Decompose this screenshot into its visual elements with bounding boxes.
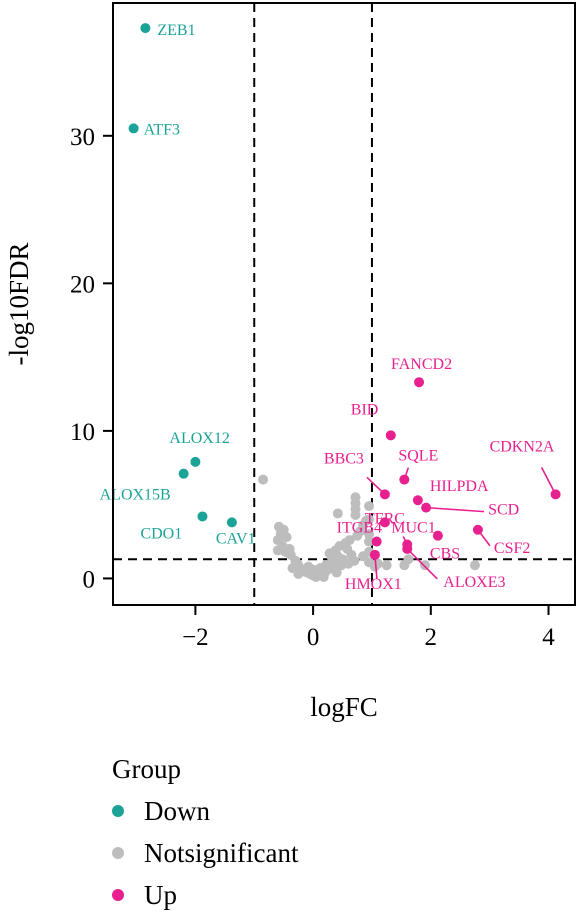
y-axis-title: -log10FDR bbox=[4, 242, 34, 365]
point-notsignificant bbox=[281, 532, 292, 543]
point-down-cdo1 bbox=[197, 511, 208, 522]
point-notsignificant bbox=[332, 508, 343, 519]
point-notsignificant bbox=[381, 560, 392, 571]
point-up-itgb4 bbox=[371, 536, 382, 547]
point-down-alox15b bbox=[178, 468, 189, 479]
y-tick-label: 0 bbox=[83, 566, 96, 593]
point-label-zeb1: ZEB1 bbox=[157, 22, 195, 39]
legend-swatch-down bbox=[112, 805, 124, 817]
point-notsignificant bbox=[303, 561, 314, 572]
legend: Group Down Notsignificant Up bbox=[112, 752, 298, 916]
point-label-tfrc: TFRC bbox=[365, 510, 405, 527]
leader-line-cdkn2a bbox=[540, 466, 557, 495]
leader-line-sqle bbox=[403, 467, 410, 480]
data-points bbox=[128, 23, 561, 582]
point-notsignificant bbox=[272, 545, 283, 556]
point-notsignificant bbox=[321, 560, 332, 571]
point-label-itgb4: ITGB4 bbox=[337, 520, 382, 537]
point-notsignificant bbox=[403, 554, 414, 565]
point-label-aloxe3: ALOXE3 bbox=[443, 574, 505, 591]
point-labels: ZEB1 ATF3 ALOX12 ALOX15B CDO1 CAV1 FANCD2 BID CD… bbox=[100, 22, 557, 593]
point-notsignificant bbox=[419, 560, 430, 571]
point-notsignificant bbox=[318, 571, 329, 582]
x-tick-label: −2 bbox=[182, 624, 209, 651]
x-tick-label: 4 bbox=[542, 624, 555, 651]
legend-title: Group bbox=[112, 754, 181, 784]
point-notsignificant bbox=[331, 567, 342, 578]
point-up-hilpda bbox=[412, 495, 423, 506]
point-label-muc1: MUC1 bbox=[391, 520, 435, 537]
point-notsignificant bbox=[258, 474, 269, 485]
point-label-bbc3: BBC3 bbox=[324, 450, 364, 467]
point-down-atf3 bbox=[128, 123, 139, 134]
leader-line-bbc3 bbox=[366, 476, 386, 495]
volcano-plot: ZEB1 ATF3 ALOX12 ALOX15B CDO1 CAV1 FANCD2 BID CD… bbox=[4, 2, 576, 722]
point-notsignificant bbox=[469, 560, 480, 571]
point-notsignificant bbox=[364, 529, 375, 540]
point-label-hilpda: HILPDA bbox=[430, 478, 489, 495]
point-up-bid bbox=[385, 430, 396, 441]
leader-line-aloxe3 bbox=[406, 548, 438, 580]
legend-label-down: Down bbox=[144, 795, 210, 826]
point-notsignificant bbox=[332, 551, 343, 562]
point-label-atf3: ATF3 bbox=[144, 121, 180, 138]
x-axis-title: logFC bbox=[310, 692, 378, 722]
legend-label-up: Up bbox=[144, 879, 177, 910]
point-notsignificant bbox=[343, 558, 354, 569]
legend-item-down: Down bbox=[112, 790, 298, 832]
y-tick-label: 10 bbox=[70, 419, 95, 446]
point-up-fancd2 bbox=[414, 377, 425, 388]
point-label-alox15b: ALOX15B bbox=[100, 487, 171, 504]
point-notsignificant bbox=[344, 535, 355, 546]
x-tick-label: 2 bbox=[425, 624, 438, 651]
point-up-cbs bbox=[432, 530, 443, 541]
y-tick-label: 20 bbox=[70, 271, 95, 298]
point-label-cdkn2a: CDKN2A bbox=[490, 438, 555, 455]
point-down-alox12 bbox=[190, 456, 201, 467]
point-down-cav1 bbox=[226, 517, 237, 528]
point-label-cbs: CBS bbox=[430, 546, 460, 563]
point-down-zeb1 bbox=[140, 23, 151, 34]
legend-swatch-up bbox=[112, 889, 124, 901]
legend-item-up: Up bbox=[112, 874, 298, 916]
point-notsignificant bbox=[350, 509, 361, 520]
point-notsignificant bbox=[364, 501, 375, 512]
axis-ticks: −2 0 2 4 0 10 20 30 bbox=[70, 124, 555, 651]
point-notsignificant bbox=[358, 551, 369, 562]
legend-swatch-notsignificant bbox=[112, 847, 124, 859]
leader-line-muc1 bbox=[402, 536, 408, 545]
x-tick-label: 0 bbox=[307, 624, 320, 651]
point-label-scd: SCD bbox=[488, 502, 519, 519]
leader-line-scd bbox=[426, 506, 485, 513]
y-tick-label: 30 bbox=[70, 124, 95, 151]
point-label-fancd2: FANCD2 bbox=[391, 356, 452, 373]
point-notsignificant bbox=[364, 536, 375, 547]
point-label-bid: BID bbox=[351, 401, 379, 418]
point-label-sqle: SQLE bbox=[398, 448, 438, 465]
plot-frame bbox=[112, 2, 576, 606]
point-notsignificant bbox=[364, 514, 375, 525]
point-label-csf2: CSF2 bbox=[494, 540, 530, 557]
point-notsignificant bbox=[372, 558, 383, 569]
leader-line-csf2 bbox=[477, 529, 491, 547]
point-up-tfrc bbox=[379, 517, 390, 528]
point-label-alox12: ALOX12 bbox=[169, 430, 229, 447]
legend-item-notsignificant: Notsignificant bbox=[112, 832, 298, 874]
legend-label-notsignificant: Notsignificant bbox=[144, 837, 299, 868]
point-notsignificant bbox=[293, 569, 304, 580]
point-label-cav1: CAV1 bbox=[216, 530, 256, 547]
point-label-hmox1: HMOX1 bbox=[345, 576, 402, 593]
point-label-cdo1: CDO1 bbox=[140, 525, 182, 542]
leader-line-hmox1 bbox=[374, 554, 378, 579]
